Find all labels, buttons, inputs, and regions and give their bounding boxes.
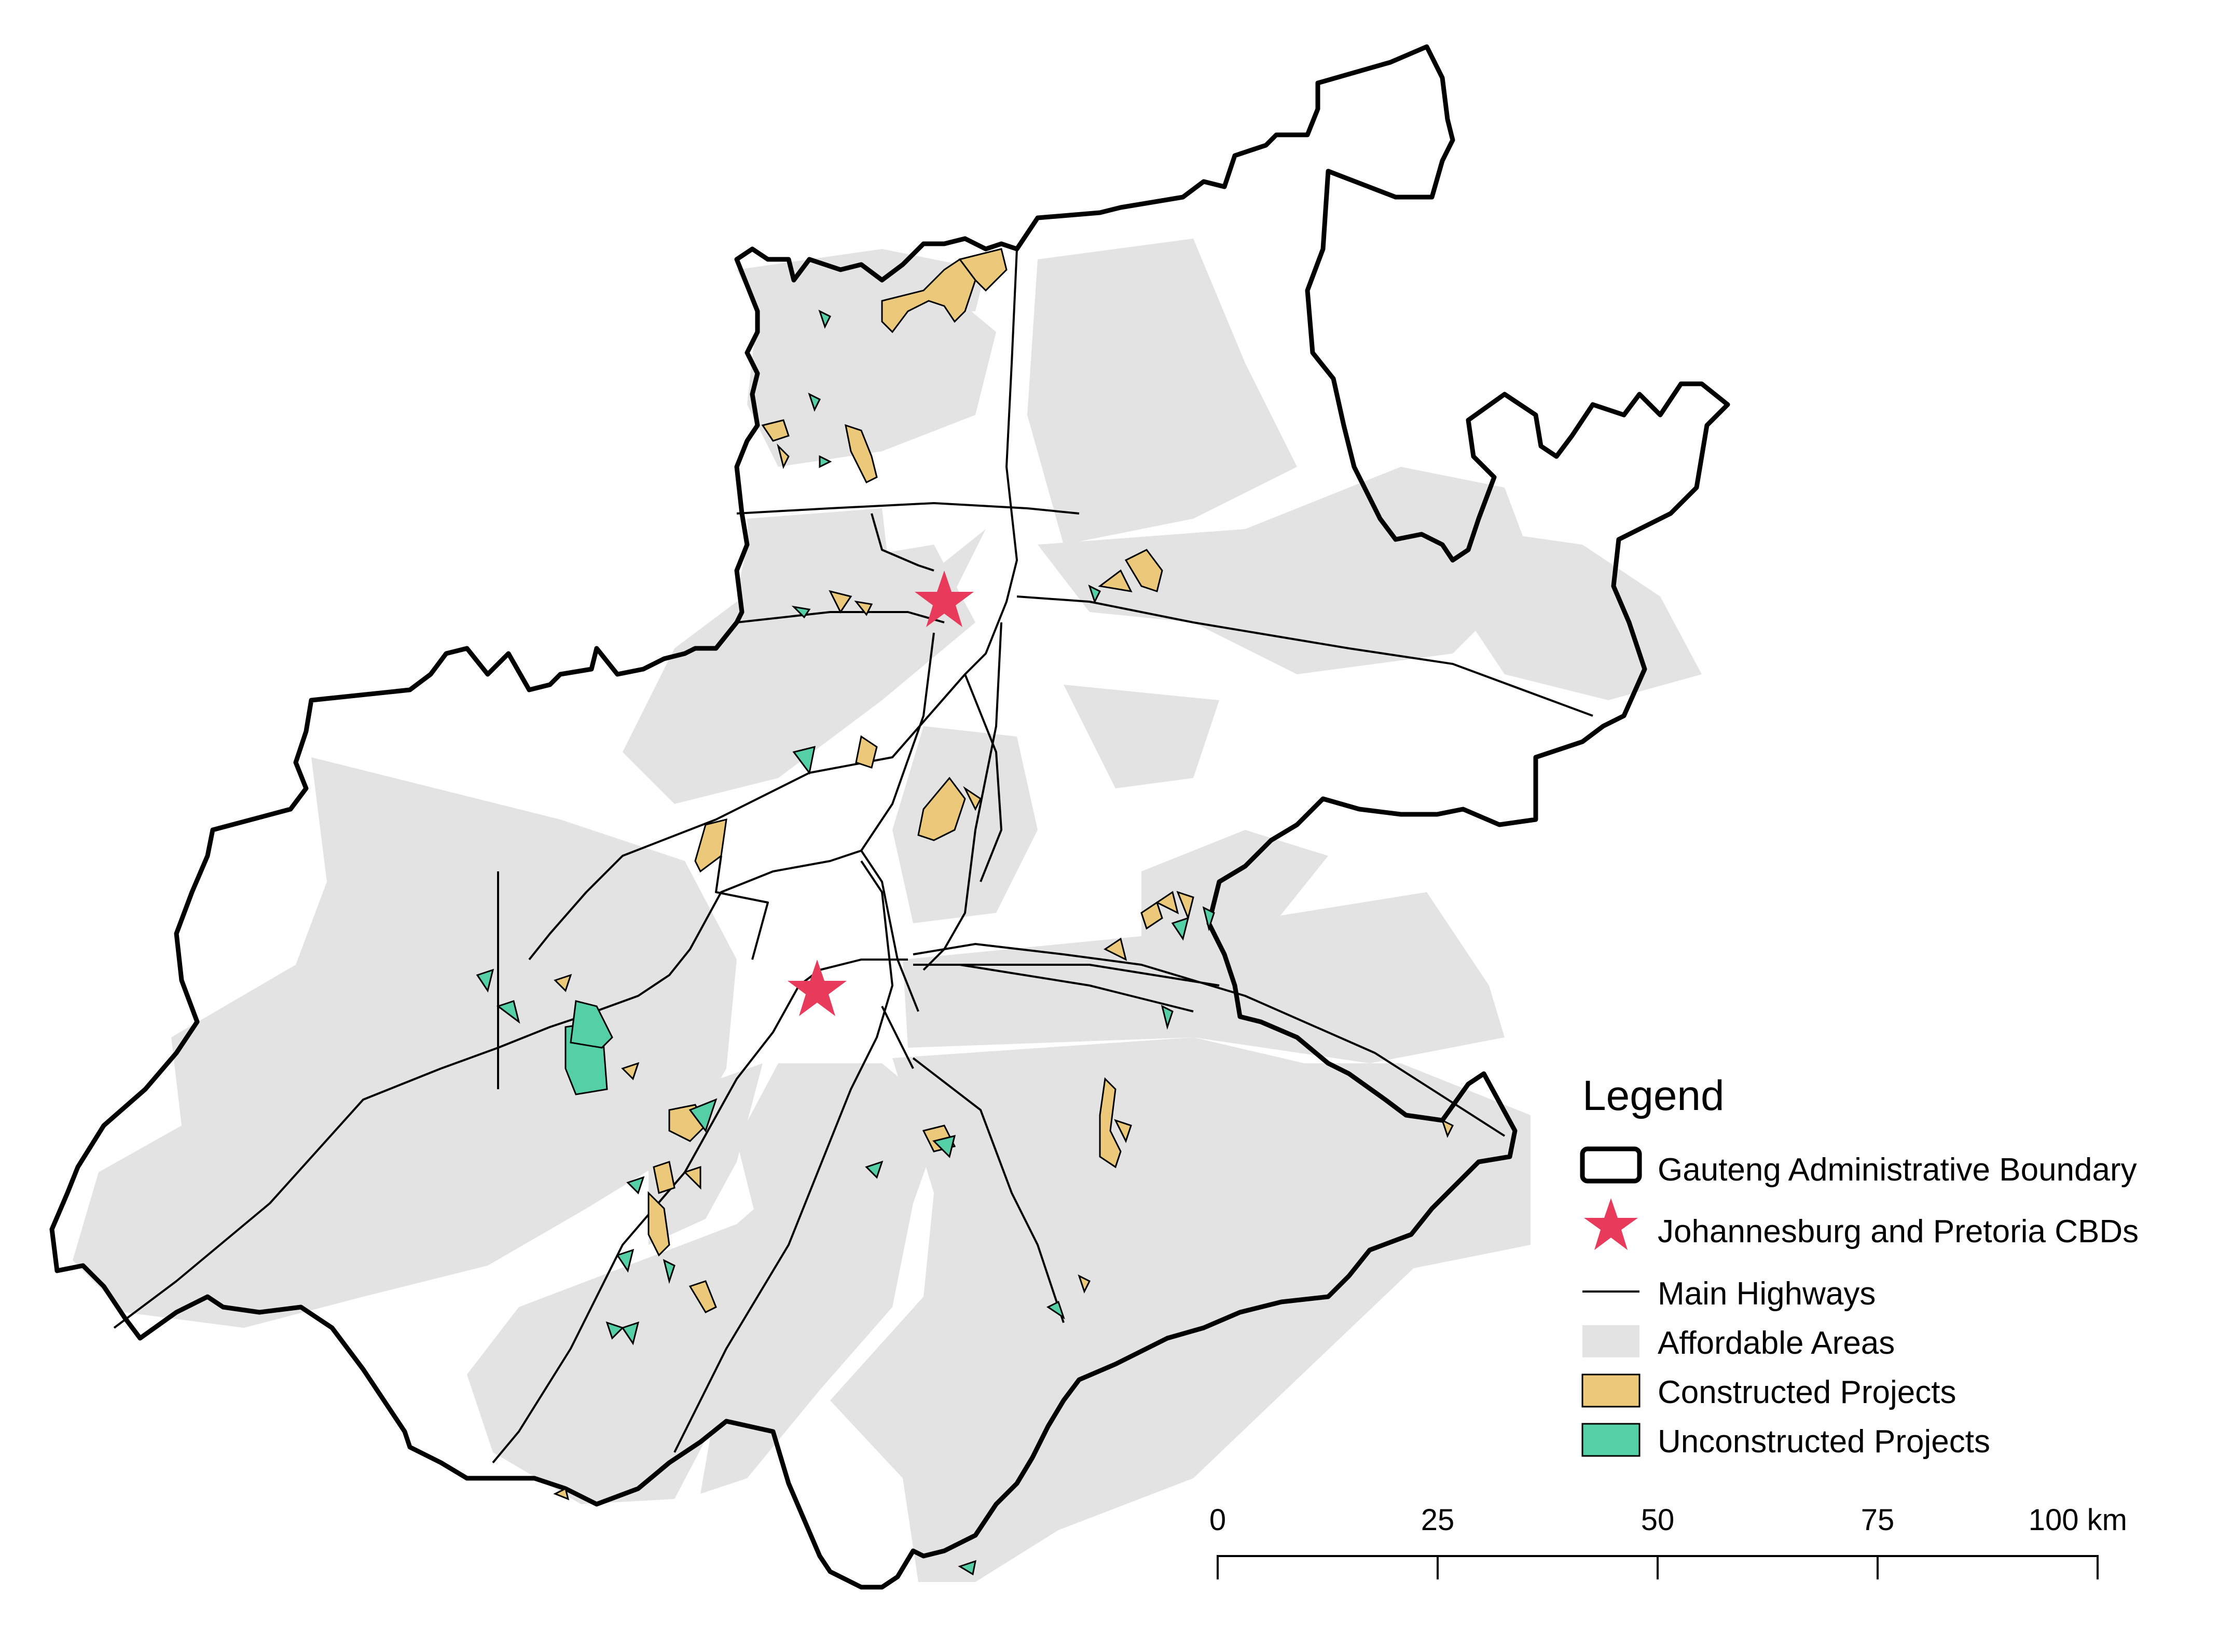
legend-swatch-constructed [1581,1373,1641,1408]
legend-label-cbd: Johannesburg and Pretoria CBDs [1658,1214,2139,1250]
legend-label-highways: Main Highways [1658,1276,1876,1312]
legend-swatch-affordable [1582,1325,1639,1357]
gauteng-boundary [49,44,1730,1590]
unconstructed-projects [476,310,1215,1576]
affordable-area-southwest [467,1151,820,1504]
cbd-markers [788,571,974,1016]
pretoria-cbd-star [915,571,974,627]
affordable-areas [73,239,1702,1582]
affordable-area-pretoria-west [747,508,892,612]
scale-tick-50: 50 [1641,1503,1675,1537]
affordable-area-east-central [1064,685,1219,788]
affordable-area-west [73,757,737,1328]
affordable-area-east-pretoria [1027,239,1297,545]
scale-bar: 0 25 50 75 100 km [1209,1503,2127,1579]
legend-swatch-boundary [1580,1146,1642,1184]
legend-label-constructed: Constructed Projects [1658,1375,1956,1410]
affordable-area-east [903,892,1505,1063]
affordable-area-bronkhorstspruit [1401,519,1702,700]
affordable-area-southeast-rim [1266,1089,1489,1234]
scale-tick-75: 75 [1861,1503,1895,1537]
affordable-area-pretoria-north [747,280,996,467]
scale-tick-0: 0 [1209,1503,1226,1537]
legend-label-affordable: Affordable Areas [1658,1325,1895,1361]
scale-tick-100: 100 km [2029,1503,2127,1537]
affordable-area-centurion [892,726,1038,923]
legend-swatch-unconstructed [1581,1423,1641,1457]
constructed-projects [553,248,1454,1501]
scale-tick-25: 25 [1421,1503,1455,1537]
legend-label-boundary: Gauteng Administrative Boundary [1658,1152,2137,1188]
legend-title: Legend [1582,1072,1725,1119]
legend-swatch-star [1584,1198,1638,1250]
affordable-area-mamelodi [1038,467,1536,674]
johannesburg-cbd-star [788,960,847,1016]
legend: Legend Gauteng Administrative Boundary J… [1580,1072,2139,1460]
affordable-area-south [700,1063,944,1494]
legend-label-unconstructed: Unconstructed Projects [1658,1424,1990,1460]
affordable-area-ekurhuleni-east [1141,830,1328,975]
